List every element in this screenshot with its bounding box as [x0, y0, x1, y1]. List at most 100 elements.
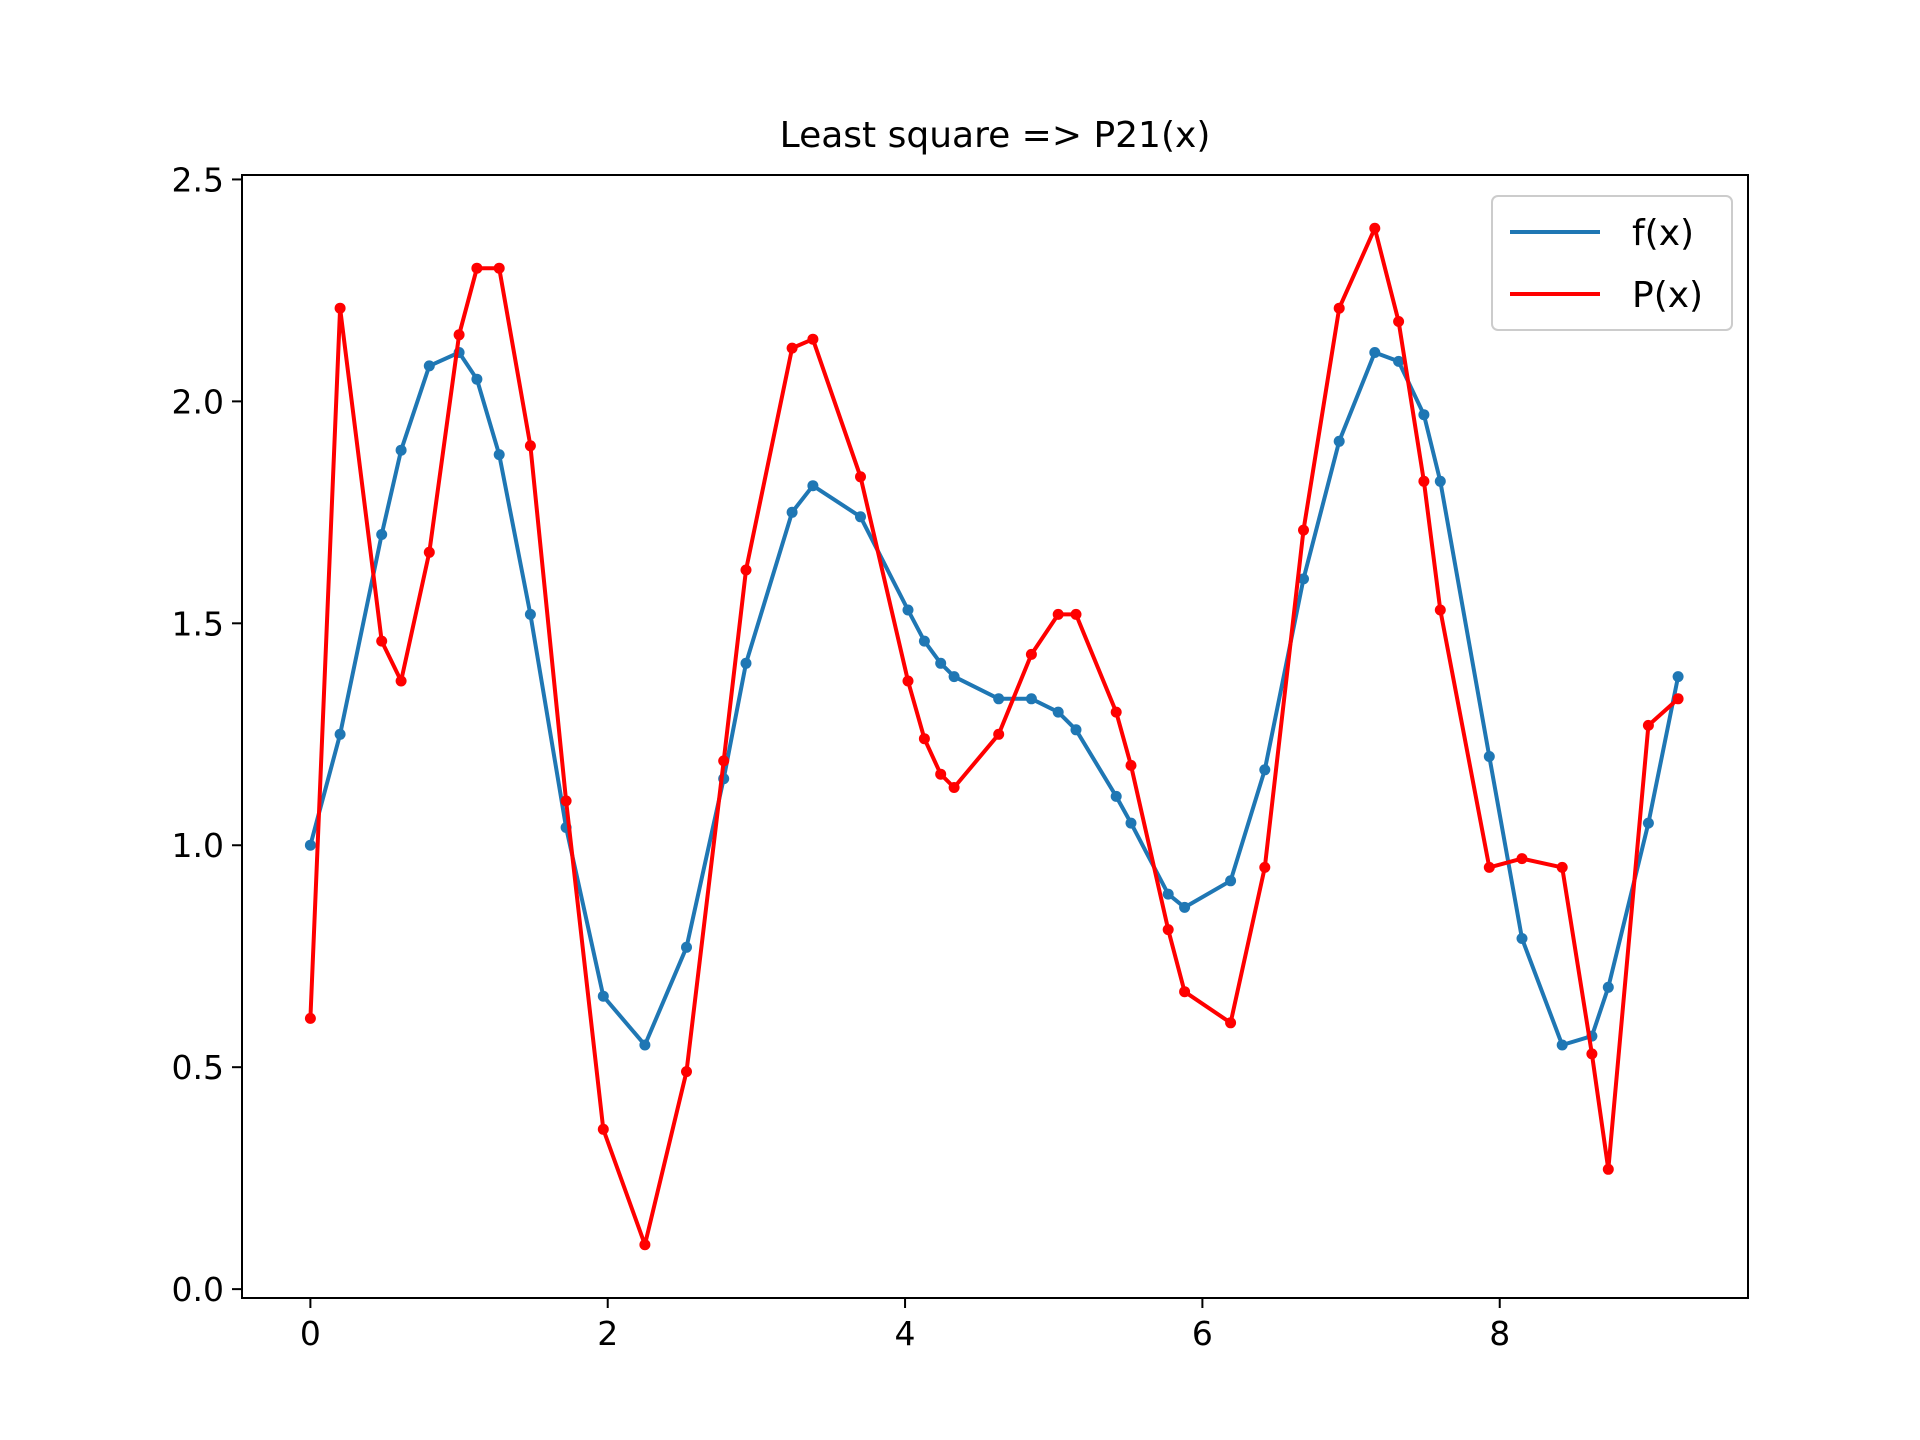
- data-point: [1025, 693, 1037, 705]
- x-tick-label: 8: [1489, 1314, 1510, 1353]
- data-point: [423, 546, 435, 558]
- data-point: [1070, 608, 1082, 620]
- data-point: [395, 444, 407, 456]
- data-point: [1025, 648, 1037, 660]
- data-point: [855, 511, 866, 523]
- data-point: [453, 329, 465, 341]
- data-point: [1162, 924, 1174, 936]
- data-point: [993, 728, 1005, 740]
- data-point: [597, 1123, 609, 1135]
- data-point: [639, 1239, 651, 1251]
- data-point: [395, 675, 407, 687]
- data-point: [918, 635, 930, 647]
- data-point: [1110, 790, 1122, 802]
- data-point: [1333, 435, 1345, 447]
- series-f: [304, 347, 1684, 1051]
- data-point: [1125, 817, 1137, 829]
- series-p: [304, 222, 1684, 1251]
- data-point: [1418, 475, 1430, 487]
- data-point: [560, 795, 572, 807]
- data-point: [1333, 302, 1345, 314]
- data-point: [1259, 764, 1271, 776]
- data-point: [786, 342, 798, 354]
- data-point: [1642, 719, 1654, 731]
- data-point: [1298, 573, 1309, 585]
- data-point: [902, 675, 914, 687]
- data-point: [1225, 875, 1237, 887]
- data-point: [1418, 409, 1430, 421]
- x-tick-label: 0: [300, 1314, 321, 1353]
- data-point: [1259, 861, 1271, 873]
- x-tick-label: 4: [895, 1314, 916, 1353]
- data-point: [597, 990, 609, 1002]
- legend-box: [1491, 195, 1733, 331]
- data-point: [948, 782, 960, 793]
- data-point: [524, 608, 536, 620]
- data-point: [1052, 706, 1064, 718]
- data-point: [993, 693, 1005, 705]
- data-point: [1672, 693, 1684, 705]
- y-tick-label: 1.5: [172, 604, 224, 643]
- data-point: [681, 941, 692, 953]
- data-point: [524, 440, 536, 452]
- data-point: [1602, 981, 1614, 993]
- x-tick-label: 6: [1192, 1314, 1213, 1353]
- data-point: [902, 604, 914, 616]
- y-tick-label: 2.0: [172, 382, 224, 421]
- data-point: [334, 302, 346, 314]
- data-point: [471, 373, 483, 385]
- data-point: [1162, 888, 1174, 900]
- legend: f(x) P(x): [1491, 195, 1733, 331]
- chart-title: Least square => P21(x): [780, 115, 1211, 156]
- data-point: [1556, 1039, 1568, 1051]
- y-tick-label: 0.5: [172, 1048, 224, 1087]
- data-point: [1586, 1048, 1598, 1060]
- y-tick-label: 0.0: [172, 1270, 224, 1309]
- data-point: [740, 657, 752, 669]
- data-point: [376, 635, 388, 647]
- data-point: [493, 449, 505, 461]
- data-point: [493, 262, 505, 274]
- data-point: [423, 360, 435, 372]
- data-point: [334, 728, 346, 740]
- data-point: [1125, 759, 1137, 771]
- data-point: [918, 733, 930, 745]
- data-point: [1672, 671, 1684, 683]
- data-point: [855, 471, 866, 483]
- legend-label: f(x): [1632, 213, 1694, 254]
- data-point: [1434, 604, 1446, 616]
- data-point: [1225, 1017, 1237, 1029]
- data-point: [1434, 475, 1446, 487]
- y-tick-label: 2.5: [172, 160, 224, 199]
- data-point: [807, 480, 819, 492]
- data-point: [1179, 901, 1191, 913]
- data-point: [786, 506, 798, 518]
- data-point: [1556, 861, 1568, 873]
- x-tick-label: 2: [597, 1314, 618, 1353]
- data-point: [1483, 751, 1495, 762]
- data-point: [1516, 853, 1528, 865]
- data-point: [1052, 608, 1064, 620]
- data-point: [376, 529, 388, 540]
- legend-label: P(x): [1632, 275, 1703, 316]
- data-point: [471, 262, 483, 274]
- data-point: [1369, 347, 1381, 358]
- data-point: [304, 1012, 316, 1024]
- data-point: [807, 333, 819, 345]
- data-point: [304, 839, 316, 851]
- data-point: [1110, 706, 1122, 718]
- data-point: [639, 1039, 651, 1051]
- data-point: [1369, 222, 1381, 234]
- data-point: [935, 768, 947, 780]
- data-point: [1070, 724, 1082, 736]
- data-point: [681, 1066, 692, 1078]
- axes-frame: [241, 174, 1749, 1299]
- plot-area: [304, 222, 1684, 1251]
- data-point: [948, 671, 960, 683]
- axes-layer: 0 2 4 6 8 0.0 0.5 1.0 1.5 2.0 2.5: [172, 160, 1749, 1353]
- data-point: [740, 564, 752, 576]
- data-point: [1393, 355, 1405, 367]
- data-point: [1179, 986, 1191, 998]
- data-point: [1298, 524, 1309, 536]
